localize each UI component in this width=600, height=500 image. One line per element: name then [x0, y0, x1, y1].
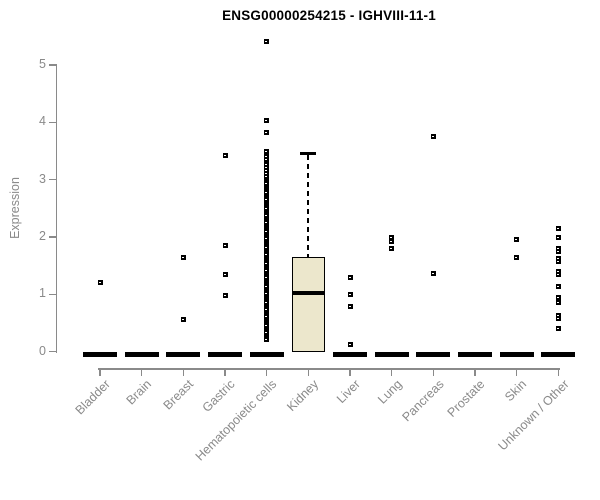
median-line — [83, 351, 117, 358]
x-tick — [515, 368, 518, 376]
outlier-point — [555, 284, 561, 290]
outlier-point — [222, 152, 228, 158]
median-line — [333, 351, 368, 358]
median-line — [166, 351, 201, 358]
outlier-point — [264, 157, 270, 163]
outlier-point — [97, 280, 103, 286]
outlier-point — [389, 238, 395, 244]
x-tick — [224, 368, 226, 376]
x-tick — [349, 368, 351, 376]
y-tick-label: 0 — [39, 343, 46, 358]
x-tick-label: Prostate — [445, 377, 488, 420]
outlier-point — [555, 271, 561, 277]
median-line — [249, 351, 284, 358]
x-tick-label: Brain — [124, 377, 155, 408]
outlier-point — [514, 237, 520, 243]
outlier-point — [389, 246, 395, 251]
median-line — [124, 351, 159, 358]
outlier-point — [180, 254, 186, 260]
x-tick — [307, 368, 310, 376]
outlier-point — [555, 300, 561, 306]
upper-whisker — [307, 154, 310, 257]
median-line — [208, 351, 242, 358]
outlier-point — [264, 149, 270, 155]
median-line — [541, 351, 576, 358]
x-tick-label: Gastric — [200, 377, 238, 415]
outlier-point — [222, 243, 228, 249]
y-tick-label: 4 — [39, 114, 46, 129]
x-tick — [99, 368, 101, 376]
outlier-point — [264, 162, 270, 168]
outlier-point — [555, 258, 561, 264]
y-tick — [49, 64, 56, 66]
outlier-point — [555, 255, 561, 261]
y-axis-line — [55, 64, 57, 353]
outlier-point — [555, 225, 561, 231]
box-body — [291, 256, 325, 352]
outlier-point — [264, 39, 270, 45]
outlier-point — [430, 271, 436, 277]
x-tick-label: Liver — [333, 377, 363, 407]
outlier-point — [264, 168, 270, 174]
outlier-point — [514, 254, 520, 260]
median-line — [458, 351, 493, 358]
outlier-point — [347, 342, 353, 348]
y-tick — [49, 121, 56, 124]
outlier-point — [555, 313, 561, 319]
x-tick — [140, 368, 143, 376]
outlier-point — [264, 165, 270, 171]
outlier-point — [555, 268, 561, 274]
chart-title: ENSG00000254215 - IGHVIII-11-1 — [222, 8, 436, 23]
y-tick-label: 2 — [39, 229, 46, 244]
outlier-point — [264, 130, 270, 136]
outlier-point — [264, 154, 270, 160]
median-line — [416, 351, 451, 358]
y-tick-label: 1 — [39, 286, 46, 301]
x-tick-label: Hematopoietic cells — [193, 377, 280, 464]
x-tick-label: Pancreas — [399, 377, 447, 425]
outlier-point — [555, 234, 561, 240]
outlier-point — [347, 274, 353, 280]
outlier-point — [347, 292, 353, 298]
x-tick-label: Breast — [160, 377, 197, 413]
x-tick — [432, 368, 435, 376]
x-axis-line — [98, 368, 561, 370]
x-tick-label: Bladder — [72, 377, 113, 418]
y-tick-label: 3 — [39, 171, 46, 186]
y-tick — [49, 293, 56, 296]
y-tick-label: 5 — [39, 57, 46, 72]
outlier-point — [180, 316, 186, 322]
y-tick — [49, 350, 56, 353]
x-tick-label: Kidney — [284, 377, 322, 414]
outlier-point — [430, 133, 436, 139]
outlier-point — [555, 315, 561, 321]
median-line — [499, 351, 534, 358]
outlier-point — [555, 246, 561, 251]
outlier-point — [222, 293, 228, 299]
outlier-point — [555, 326, 561, 332]
x-tick — [390, 368, 393, 376]
outlier-point — [389, 234, 395, 240]
outlier-point — [222, 272, 228, 278]
x-tick — [557, 368, 560, 376]
outlier-point — [264, 117, 270, 123]
outlier-point — [264, 337, 270, 343]
x-tick-label: Lung — [375, 377, 405, 407]
outlier-point — [555, 297, 561, 303]
y-tick — [49, 236, 56, 238]
y-tick — [49, 178, 56, 181]
outlier-point — [347, 304, 353, 310]
x-tick — [265, 368, 268, 376]
median-line — [374, 351, 409, 358]
x-tick-label: Skin — [502, 377, 530, 405]
outlier-point — [555, 294, 561, 300]
outlier-point — [264, 170, 270, 176]
x-tick — [182, 368, 185, 376]
whisker-cap — [300, 152, 317, 155]
median-line — [291, 291, 325, 296]
x-tick — [474, 368, 476, 376]
outlier-point — [555, 248, 561, 254]
